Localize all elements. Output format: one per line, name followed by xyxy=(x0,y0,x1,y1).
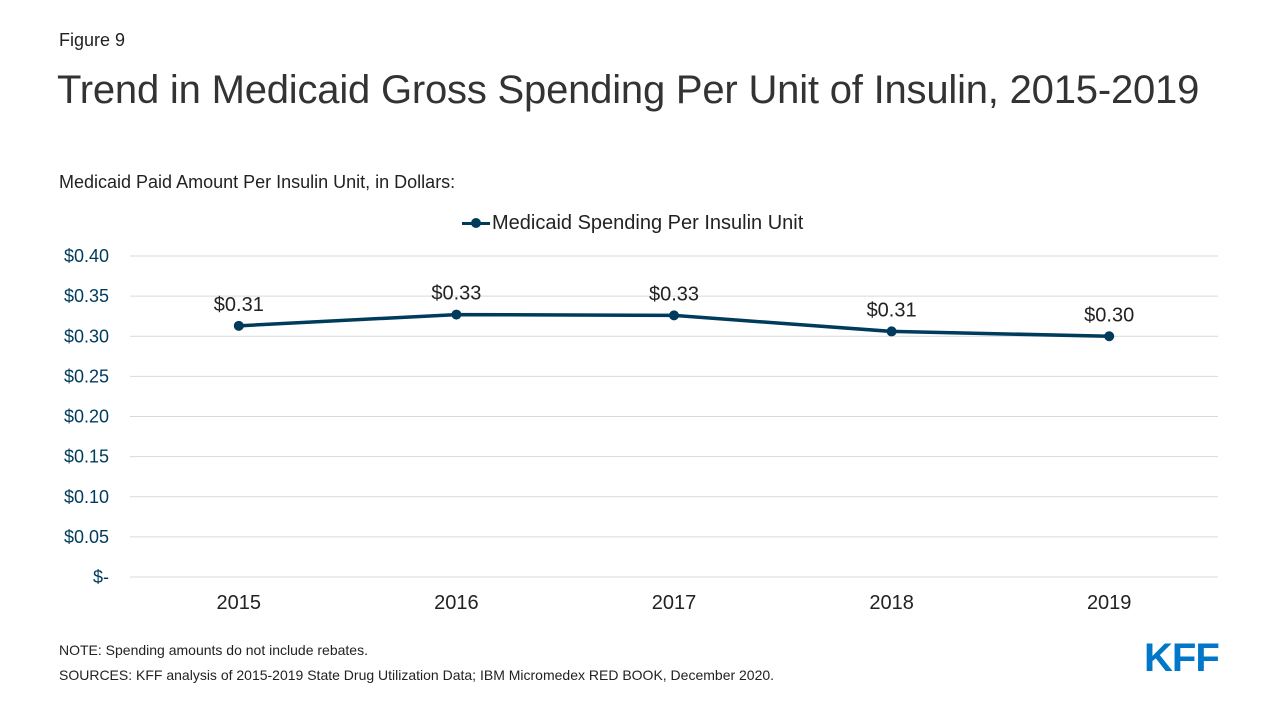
x-tick-label: 2019 xyxy=(1087,592,1132,614)
data-point xyxy=(886,326,897,337)
x-tick-label: 2016 xyxy=(434,592,479,614)
y-tick-label: $0.30 xyxy=(64,326,109,346)
y-tick-label: $0.15 xyxy=(64,447,109,467)
chart-subtitle: Medicaid Paid Amount Per Insulin Unit, i… xyxy=(59,172,456,192)
data-label: $0.31 xyxy=(214,294,264,316)
data-label: $0.31 xyxy=(867,299,917,321)
data-point xyxy=(1104,331,1115,342)
x-tick-label: 2018 xyxy=(869,592,914,614)
chart-title: Trend in Medicaid Gross Spending Per Uni… xyxy=(57,68,1200,112)
kff-logo: KFF xyxy=(1144,636,1220,680)
data-label: $0.33 xyxy=(431,283,481,305)
x-tick-label: 2015 xyxy=(217,592,262,614)
x-tick-label: 2017 xyxy=(652,592,697,614)
y-tick-label: $0.35 xyxy=(64,286,109,306)
data-point xyxy=(669,310,679,321)
y-tick-label: $0.40 xyxy=(64,246,109,266)
data-label: $0.30 xyxy=(1084,304,1134,326)
data-point xyxy=(233,320,244,331)
data-point xyxy=(451,309,462,320)
y-tick-label: $0.10 xyxy=(64,487,109,507)
figure-label: Figure 9 xyxy=(59,30,126,50)
y-tick-label: $0.05 xyxy=(64,527,109,547)
sources-text: SOURCES: KFF analysis of 2015-2019 State… xyxy=(59,667,775,683)
chart-legend: Medicaid Spending Per Insulin Unit xyxy=(462,211,803,235)
y-tick-label: $0.25 xyxy=(64,366,109,386)
note-text: NOTE: Spending amounts do not include re… xyxy=(59,642,368,658)
data-label: $0.33 xyxy=(649,283,699,305)
legend-label: Medicaid Spending Per Insulin Unit xyxy=(492,211,804,234)
legend-line-marker-icon xyxy=(462,211,490,235)
y-tick-label: $- xyxy=(93,567,109,587)
y-tick-label: $0.20 xyxy=(64,407,109,427)
